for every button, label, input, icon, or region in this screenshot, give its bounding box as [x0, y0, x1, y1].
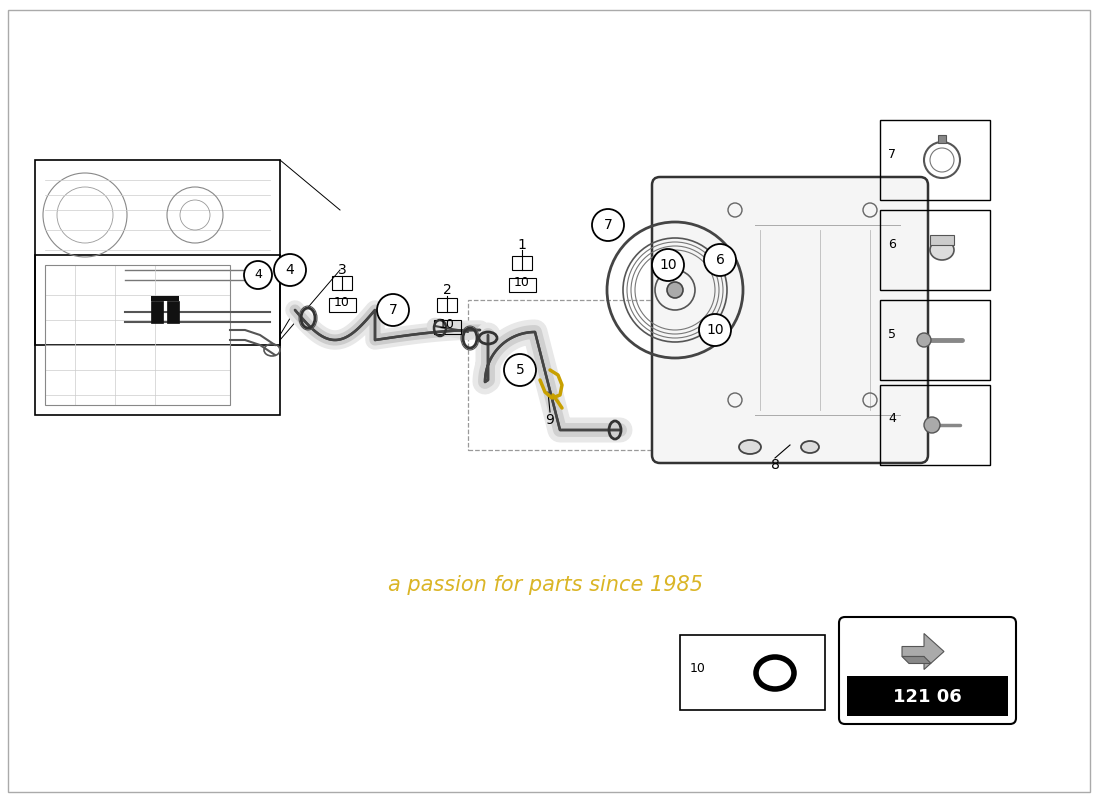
- Text: 7: 7: [888, 147, 896, 161]
- Ellipse shape: [801, 441, 820, 453]
- Text: 10: 10: [706, 323, 724, 337]
- Text: 5: 5: [888, 327, 896, 341]
- Bar: [35, 160, 280, 345]
- Circle shape: [924, 417, 940, 433]
- Text: 8: 8: [771, 458, 780, 472]
- Text: 10: 10: [514, 275, 530, 289]
- FancyBboxPatch shape: [839, 617, 1016, 724]
- Text: 10: 10: [334, 295, 350, 309]
- Circle shape: [504, 354, 536, 386]
- Bar: [434, 320, 461, 334]
- Text: 6: 6: [716, 253, 725, 267]
- Text: 10: 10: [659, 258, 676, 272]
- Bar: [880, 385, 990, 465]
- Bar: [468, 300, 663, 450]
- Text: 4: 4: [254, 269, 262, 282]
- FancyBboxPatch shape: [652, 177, 928, 463]
- Bar: [847, 676, 1008, 716]
- Text: 5: 5: [516, 363, 525, 377]
- Text: 3: 3: [338, 263, 346, 277]
- Bar: [509, 278, 536, 292]
- Bar: [332, 276, 352, 290]
- Bar: [880, 210, 990, 290]
- Text: 1: 1: [518, 238, 527, 252]
- Bar: [680, 635, 825, 710]
- Text: 4: 4: [888, 413, 895, 426]
- Bar: [151, 296, 179, 301]
- Bar: [329, 298, 356, 312]
- Circle shape: [244, 261, 272, 289]
- Bar: [512, 256, 532, 270]
- Text: 2: 2: [442, 283, 451, 297]
- Text: 7: 7: [604, 218, 613, 232]
- Circle shape: [667, 282, 683, 298]
- Ellipse shape: [739, 440, 761, 454]
- Bar: [167, 301, 179, 323]
- Circle shape: [698, 314, 732, 346]
- Text: 10: 10: [690, 662, 706, 675]
- Polygon shape: [902, 657, 931, 663]
- Circle shape: [274, 254, 306, 286]
- Text: a passion for parts since 1985: a passion for parts since 1985: [387, 575, 703, 595]
- Circle shape: [704, 244, 736, 276]
- Text: 10: 10: [439, 318, 455, 330]
- Text: 6: 6: [888, 238, 895, 250]
- Text: 121 06: 121 06: [892, 688, 961, 706]
- Circle shape: [592, 209, 624, 241]
- Bar: [880, 300, 990, 380]
- Bar: [930, 235, 954, 245]
- Circle shape: [377, 294, 409, 326]
- Circle shape: [652, 249, 684, 281]
- Bar: [45, 265, 230, 405]
- Bar: [938, 135, 946, 143]
- Bar: [151, 301, 163, 323]
- Text: 4: 4: [286, 263, 295, 277]
- Bar: [880, 120, 990, 200]
- Polygon shape: [902, 634, 944, 670]
- Bar: [35, 255, 280, 415]
- Text: 9: 9: [546, 413, 554, 427]
- Text: 7: 7: [388, 303, 397, 317]
- Ellipse shape: [930, 240, 954, 260]
- Bar: [437, 298, 456, 312]
- Circle shape: [917, 333, 931, 347]
